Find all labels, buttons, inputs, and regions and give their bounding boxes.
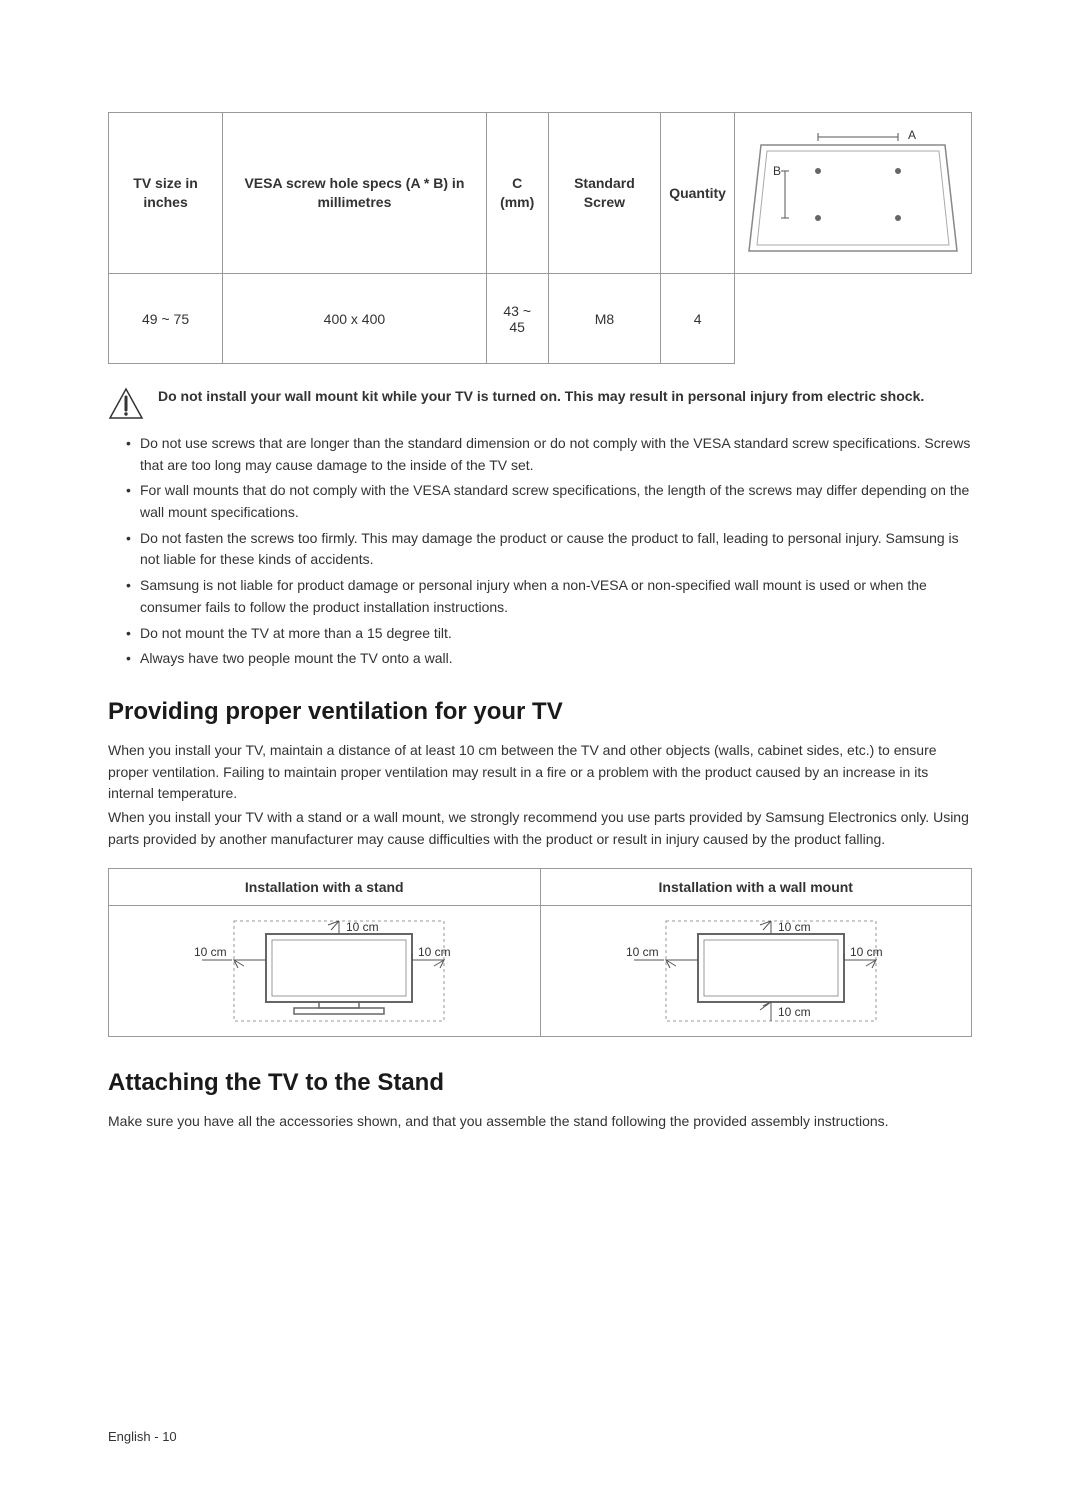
svg-text:10 cm: 10 cm xyxy=(626,945,659,959)
svg-text:10 cm: 10 cm xyxy=(778,920,811,934)
svg-text:B: B xyxy=(773,164,781,178)
warning-icon xyxy=(108,386,144,427)
warning-text: Do not install your wall mount kit while… xyxy=(158,386,924,407)
stand-diagram: 10 cm 10 cm 10 cm xyxy=(164,916,484,1026)
spec-table: TV size in inches VESA screw hole specs … xyxy=(108,112,972,364)
ventilation-para1: When you install your TV, maintain a dis… xyxy=(108,740,972,805)
install-header-wall: Installation with a wall mount xyxy=(540,869,972,906)
page-footer: English - 10 xyxy=(108,1429,177,1444)
svg-text:10 cm: 10 cm xyxy=(194,945,227,959)
wall-diagram: 10 cm 10 cm 10 cm xyxy=(596,916,916,1026)
spec-cell-vesa: 400 x 400 xyxy=(223,274,487,364)
spec-header-screw: Standard Screw xyxy=(548,113,660,274)
bullet-list: Do not use screws that are longer than t… xyxy=(108,433,972,670)
svg-text:10 cm: 10 cm xyxy=(346,920,379,934)
bullet-item: Do not use screws that are longer than t… xyxy=(126,433,972,476)
svg-text:10 cm: 10 cm xyxy=(418,945,451,959)
bullet-item: Always have two people mount the TV onto… xyxy=(126,648,972,670)
spec-cell-qty: 4 xyxy=(661,274,735,364)
bullet-item: Do not mount the TV at more than a 15 de… xyxy=(126,623,972,645)
spec-header-size: TV size in inches xyxy=(109,113,223,274)
tv-diagram-cell: A B xyxy=(735,113,972,274)
install-stand-cell: 10 cm 10 cm 10 cm xyxy=(109,906,541,1037)
svg-text:10 cm: 10 cm xyxy=(778,1005,811,1019)
attach-heading: Attaching the TV to the Stand xyxy=(108,1069,972,1097)
install-table: Installation with a stand Installation w… xyxy=(108,868,972,1037)
attach-section: Attaching the TV to the Stand Make sure … xyxy=(108,1069,972,1133)
bullet-item: For wall mounts that do not comply with … xyxy=(126,480,972,523)
ventilation-heading: Providing proper ventilation for your TV xyxy=(108,698,972,726)
spec-row: 49 ~ 75 400 x 400 43 ~ 45 M8 4 xyxy=(109,274,972,364)
ventilation-section: Providing proper ventilation for your TV… xyxy=(108,698,972,1037)
spec-cell-size: 49 ~ 75 xyxy=(109,274,223,364)
spec-header-vesa: VESA screw hole specs (A * B) in millime… xyxy=(223,113,487,274)
spec-header-c: C (mm) xyxy=(486,113,548,274)
warning-block: Do not install your wall mount kit while… xyxy=(108,386,972,427)
tv-back-diagram: A B xyxy=(743,123,963,263)
spec-header-qty: Quantity xyxy=(661,113,735,274)
ventilation-para2: When you install your TV with a stand or… xyxy=(108,807,972,850)
install-header-stand: Installation with a stand xyxy=(109,869,541,906)
spec-cell-screw: M8 xyxy=(548,274,660,364)
attach-text: Make sure you have all the accessories s… xyxy=(108,1111,972,1133)
svg-text:10 cm: 10 cm xyxy=(850,945,883,959)
svg-text:A: A xyxy=(908,128,916,142)
spec-cell-c: 43 ~ 45 xyxy=(486,274,548,364)
bullet-item: Do not fasten the screws too firmly. Thi… xyxy=(126,528,972,571)
bullet-item: Samsung is not liable for product damage… xyxy=(126,575,972,618)
install-wall-cell: 10 cm 10 cm 10 cm xyxy=(540,906,972,1037)
